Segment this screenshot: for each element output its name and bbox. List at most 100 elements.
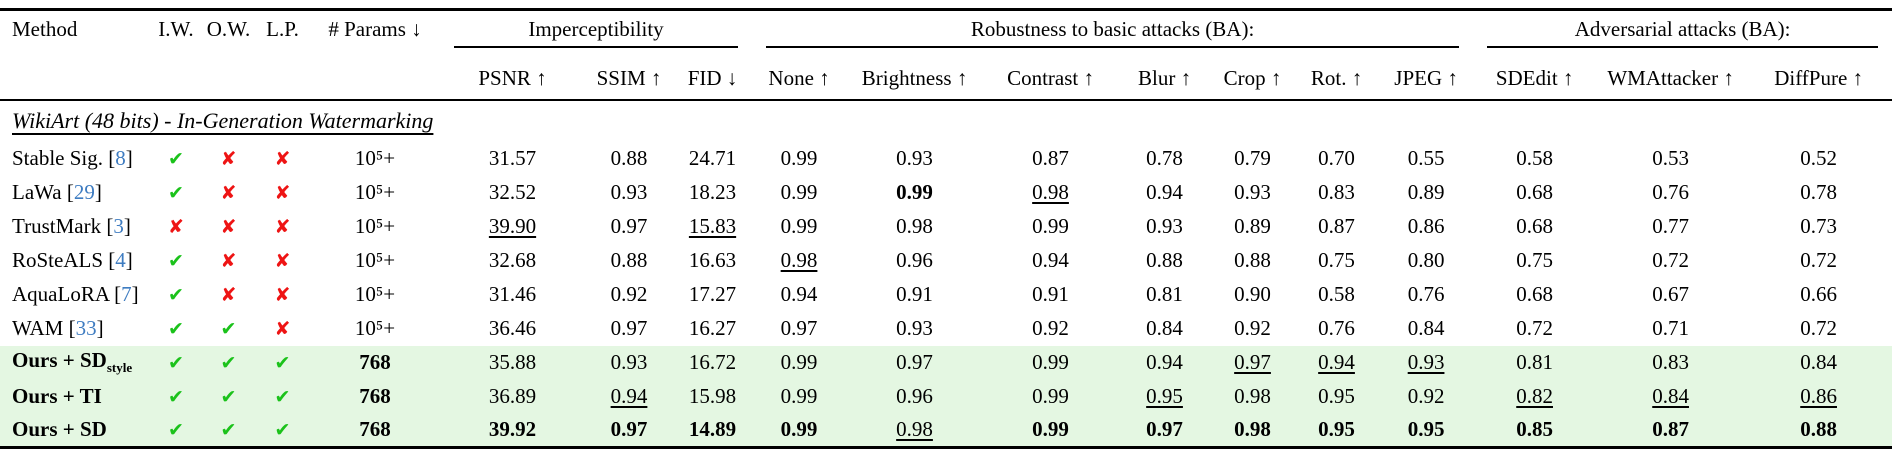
value-cell: 0.68 (1516, 214, 1553, 238)
value-cell: 0.84 (1800, 350, 1837, 374)
section-header-row: WikiArt (48 bits) - In-Generation Waterm… (0, 100, 1892, 142)
col-header-jpeg: JPEG ↑ (1394, 65, 1458, 90)
value-cell: 0.78 (1146, 146, 1183, 170)
value-cell: 0.72 (1652, 248, 1689, 272)
method-name: Ours + SD (12, 348, 107, 373)
value-cell: 18.23 (688, 180, 737, 204)
citation: [7] (108, 282, 139, 306)
method-name: LaWa (12, 180, 62, 204)
citation: [33] (63, 316, 104, 340)
col-header-psnr: PSNR ↑ (478, 65, 547, 90)
iw-flag-icon: ✔ (168, 147, 184, 170)
iw-flag-icon: ✔ (168, 418, 184, 441)
value-cell: 0.96 (896, 384, 933, 408)
value-cell: 0.98 (1234, 417, 1271, 442)
value-cell: 0.58 (1516, 146, 1553, 170)
value-cell: 0.76 (1318, 316, 1355, 340)
value-cell: 39.92 (488, 417, 537, 442)
col-header-params: # Params ↓ (328, 17, 422, 41)
value-cell: 24.71 (688, 146, 737, 170)
iw-flag-icon: ✔ (168, 385, 184, 408)
citation-link[interactable]: 3 (113, 214, 124, 238)
value-cell: 0.84 (1407, 316, 1445, 340)
value-cell: 0.98 (1234, 384, 1271, 408)
lp-flag-icon: ✘ (274, 147, 291, 170)
method-name: AquaLoRA (12, 282, 109, 306)
value-cell: 0.99 (780, 384, 818, 408)
value-cell: 0.88 (610, 248, 648, 272)
method-cell: LaWa [29] (0, 176, 150, 210)
value-cell: 0.73 (1800, 214, 1837, 238)
value-cell: 0.97 (1146, 417, 1183, 442)
value-cell: 0.81 (1516, 350, 1553, 374)
table-row: TrustMark [3] ✘ ✘ ✘ 10⁵+ 39.90 0.97 15.8… (0, 210, 1892, 244)
citation-link[interactable]: 7 (121, 282, 132, 306)
value-cell: 0.92 (610, 282, 648, 306)
value-cell: 0.55 (1407, 146, 1445, 170)
value-cell: 31.46 (488, 282, 537, 306)
ow-flag-icon: ✘ (220, 283, 237, 306)
header-group-row: Method I.W. O.W. L.P. # Params ↓ Imperce… (0, 10, 1892, 56)
value-cell: 0.85 (1516, 417, 1553, 442)
params-cell: 10⁵+ (354, 180, 396, 204)
method-cell: WAM [33] (0, 312, 150, 346)
value-cell: 16.63 (688, 248, 737, 272)
value-cell: 0.93 (896, 316, 933, 340)
params-cell: 10⁵+ (354, 248, 396, 272)
value-cell: 0.93 (896, 146, 933, 170)
ow-flag-icon: ✘ (220, 215, 237, 238)
citation-link[interactable]: 8 (115, 146, 126, 170)
value-cell: 0.87 (1318, 214, 1355, 238)
value-cell: 0.94 (1146, 180, 1183, 204)
header-metric-row: PSNR ↑ SSIM ↑ FID ↓ None ↑ Brightness ↑ … (0, 56, 1892, 100)
value-cell: 0.99 (780, 417, 818, 442)
value-cell: 0.99 (896, 180, 933, 204)
method-name: RoSteALS (12, 248, 104, 272)
value-cell: 0.86 (1407, 214, 1445, 238)
value-cell: 0.96 (896, 248, 933, 272)
value-cell: 16.72 (688, 350, 737, 374)
params-cell: 10⁵+ (354, 316, 396, 340)
params-cell: 10⁵+ (354, 214, 396, 238)
value-cell: 15.98 (688, 384, 737, 408)
method-name: Ours + SD (12, 417, 107, 442)
value-cell: 0.99 (780, 180, 818, 204)
method-cell: Ours + TI (0, 380, 150, 414)
value-cell: 0.95 (1146, 384, 1183, 408)
value-cell: 0.98 (780, 248, 818, 272)
value-cell: 0.88 (1800, 417, 1837, 442)
value-cell: 0.99 (780, 214, 818, 238)
method-name: WAM (12, 316, 64, 340)
value-cell: 0.79 (1234, 146, 1271, 170)
value-cell: 0.97 (610, 417, 648, 442)
lp-flag-icon: ✘ (274, 317, 291, 340)
value-cell: 0.82 (1516, 384, 1553, 408)
value-cell: 0.84 (1146, 316, 1183, 340)
params-cell: 768 (359, 350, 391, 374)
lp-flag-icon: ✔ (274, 351, 291, 374)
group-header-adversarial: Adversarial attacks (BA): (1473, 10, 1892, 56)
value-cell: 0.94 (1032, 248, 1069, 272)
value-cell: 0.94 (780, 282, 818, 306)
value-cell: 31.57 (488, 146, 537, 170)
table-row: Ours + SD ✔ ✔ ✔ 768 39.92 0.97 14.89 0.9… (0, 413, 1892, 448)
value-cell: 0.66 (1800, 282, 1837, 306)
value-cell: 0.80 (1407, 248, 1445, 272)
value-cell: 0.86 (1800, 384, 1837, 408)
method-cell: TrustMark [3] (0, 210, 150, 244)
group-header-label: Robustness to basic attacks (BA): (766, 17, 1460, 48)
value-cell: 0.99 (780, 146, 818, 170)
value-cell: 0.58 (1318, 282, 1355, 306)
params-cell: 768 (359, 417, 391, 442)
table-row: LaWa [29] ✔ ✘ ✘ 10⁵+ 32.52 0.93 18.23 0.… (0, 176, 1892, 210)
params-cell: 768 (359, 384, 391, 408)
value-cell: 0.89 (1407, 180, 1445, 204)
value-cell: 0.89 (1234, 214, 1271, 238)
citation-link[interactable]: 29 (73, 180, 95, 204)
value-cell: 0.92 (1032, 316, 1069, 340)
table-row: AquaLoRA [7] ✔ ✘ ✘ 10⁵+ 31.46 0.92 17.27… (0, 278, 1892, 312)
value-cell: 32.52 (488, 180, 537, 204)
value-cell: 0.90 (1234, 282, 1271, 306)
citation-link[interactable]: 33 (75, 316, 97, 340)
citation-link[interactable]: 4 (115, 248, 126, 272)
